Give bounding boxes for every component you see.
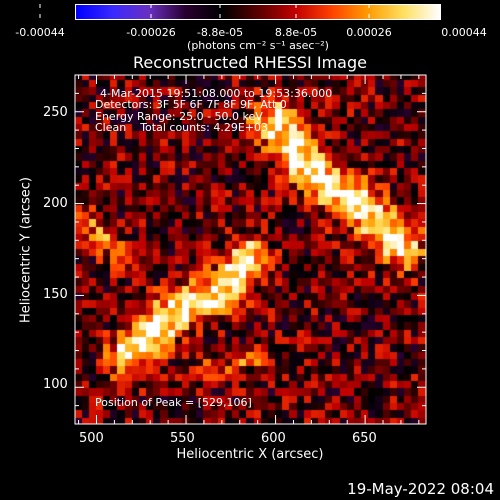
colorbar-unit-label: (photons cm⁻² s⁻¹ asec⁻²) bbox=[187, 39, 329, 52]
info-line-clean: Clean Total counts: 4.29E+03 bbox=[95, 121, 269, 134]
heatmap-image bbox=[75, 75, 426, 424]
x-tick-label: 500 bbox=[79, 431, 104, 446]
colorbar-tick-label: -0.00044 bbox=[15, 26, 65, 39]
y-axis-label: Heliocentric Y (arcsec) bbox=[18, 177, 34, 323]
colorbar-tick-label: 0.00026 bbox=[346, 26, 392, 39]
colorbar-tick-label: 8.8e-05 bbox=[274, 26, 318, 39]
peak-position-label: Position of Peak = [529,106] bbox=[95, 396, 252, 409]
y-tick-label: 150 bbox=[43, 287, 68, 302]
y-tick-label: 250 bbox=[43, 105, 68, 120]
x-tick-label: 550 bbox=[170, 431, 195, 446]
colorbar-frame bbox=[75, 4, 441, 20]
plot-frame bbox=[74, 74, 427, 425]
x-tick-label: 650 bbox=[352, 431, 377, 446]
y-tick-label: 200 bbox=[43, 196, 68, 211]
footer-date: 19-May-2022 08:04 bbox=[347, 480, 494, 498]
info-line-detectors: Detectors: 3F 5F 6F 7F 8F 9F, Att 0 bbox=[95, 98, 287, 111]
info-line-energy: Energy Range: 25.0 - 50.0 keV bbox=[95, 110, 263, 123]
x-tick-label: 600 bbox=[261, 431, 286, 446]
info-line-time: 4-Mar-2015 19:51:08.000 to 19:53:36.000 bbox=[100, 87, 333, 100]
colorbar-tick-label: -8.8e-05 bbox=[196, 26, 244, 39]
colorbar-tick-label: 0.00044 bbox=[441, 26, 487, 39]
colorbar-tick-label: -0.00026 bbox=[126, 26, 176, 39]
colorbar bbox=[76, 5, 440, 19]
y-tick-label: 100 bbox=[43, 377, 68, 392]
x-axis-label: Heliocentric X (arcsec) bbox=[176, 447, 324, 462]
chart-title: Reconstructed RHESSI Image bbox=[133, 53, 367, 72]
